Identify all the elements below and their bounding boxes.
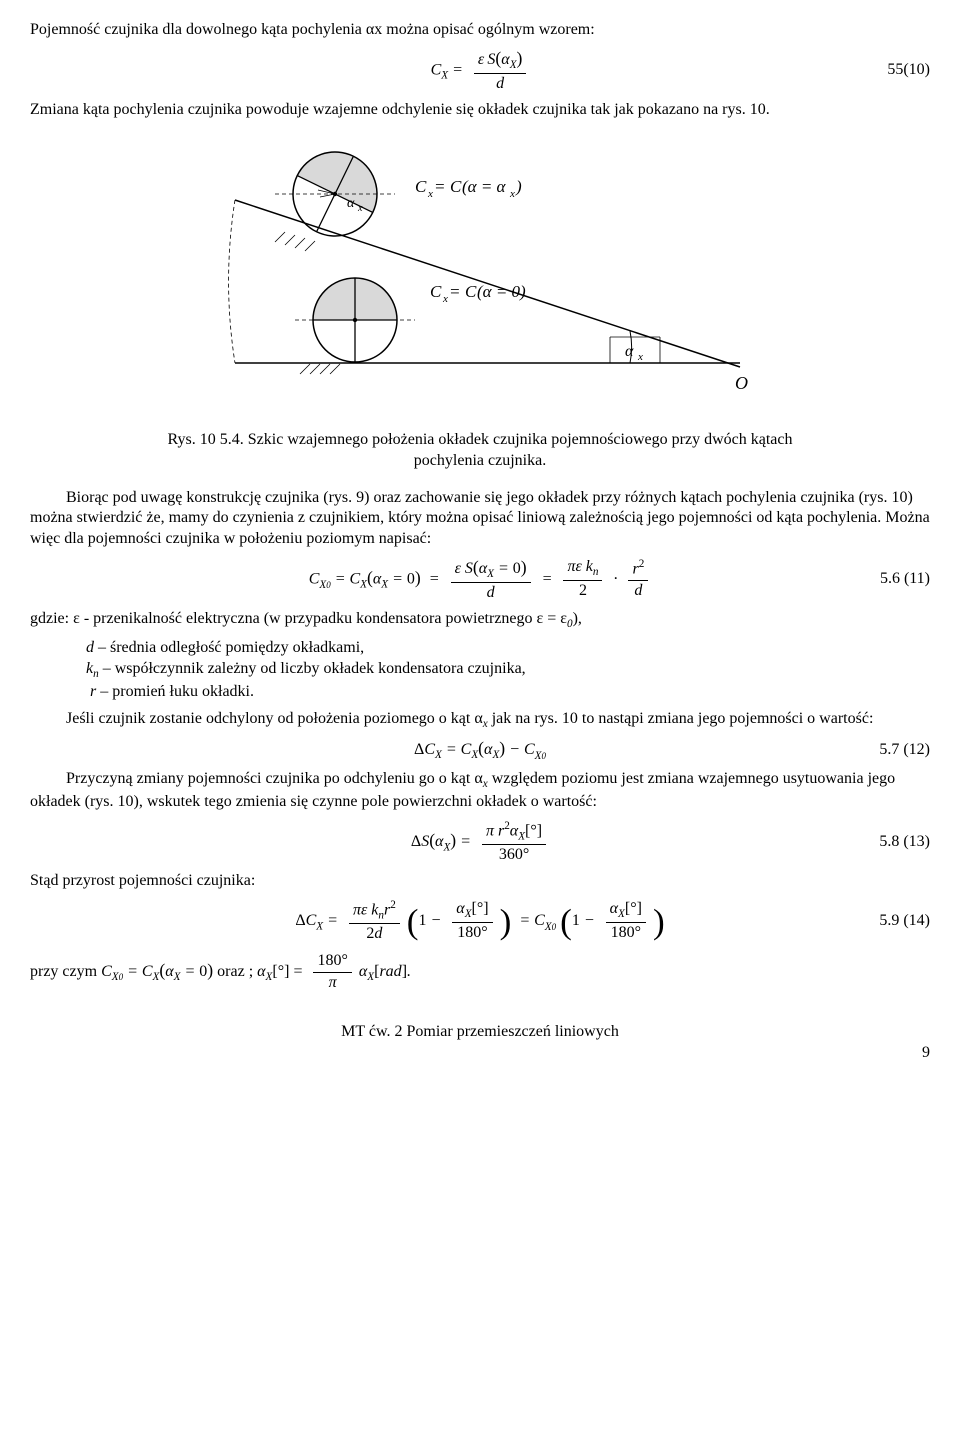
where-intro-text: gdzie: ε - przenikalność elektryczna (w … — [30, 610, 567, 627]
intro-text: Pojemność czujnika dla dowolnego kąta po… — [30, 20, 930, 41]
svg-text:x: x — [427, 188, 433, 200]
equation-number: 5.8 (13) — [879, 832, 930, 853]
svg-text:=: = — [434, 177, 445, 196]
equation-55-10: CX = ε S(αX) d 55(10) — [30, 47, 930, 95]
page-footer: MT ćw. 2 Pomiar przemieszczeń liniowych … — [30, 1022, 930, 1064]
svg-text:C: C — [465, 282, 477, 301]
para-5: Przyczyną zmiany pojemności czujnika po … — [30, 769, 930, 813]
equation-number: 55(10) — [887, 60, 930, 81]
svg-text:α: α — [625, 343, 634, 360]
para-7a: przy czym — [30, 963, 101, 980]
equation-57-12: ΔCX = CX(αX) − CX0 5.7 (12) — [30, 737, 930, 763]
svg-text:(α = 0): (α = 0) — [477, 282, 526, 301]
equation-number: 5.7 (12) — [879, 740, 930, 761]
equation-56-11: CX0 = CX(αX = 0) = ε S(αX = 0) d = πε kn… — [30, 556, 930, 604]
para-4a: Jeśli czujnik zostanie odchylony od poło… — [66, 710, 483, 727]
svg-text:=: = — [449, 282, 460, 301]
equation-number: 5.9 (14) — [879, 911, 930, 932]
svg-text:x: x — [509, 188, 515, 200]
equation-59-14: ΔCX = πε knr2 2d (1 − αX[°] 180° ) = CX0… — [30, 898, 930, 945]
figure-caption-line1: Rys. 10 5.4. Szkic wzajemnego położenia … — [168, 431, 793, 448]
para-2: Zmiana kąta pochylenia czujnika powoduje… — [30, 100, 930, 121]
footer-page-number: 9 — [922, 1044, 930, 1061]
where-list: d – średnia odległość pomiędzy okładkami… — [86, 638, 930, 702]
para-5a: Przyczyną zmiany pojemności czujnika po … — [66, 770, 483, 787]
svg-text:C: C — [450, 177, 462, 196]
svg-text:O: O — [735, 373, 748, 393]
svg-text:): ) — [515, 177, 522, 196]
svg-text:x: x — [637, 351, 643, 363]
svg-text:(α = α: (α = α — [462, 177, 507, 196]
footer-text: MT ćw. 2 Pomiar przemieszczeń liniowych — [30, 1022, 930, 1043]
equation-58-13: ΔS(αX) = π r2αX[°] 360° 5.8 (13) — [30, 819, 930, 866]
where-intro-end: ), — [573, 610, 582, 627]
svg-text:x: x — [442, 293, 448, 305]
para-7b: oraz ; — [217, 963, 257, 980]
svg-text:x: x — [357, 203, 363, 214]
para-4b: jak na rys. 10 to nastąpi zmiana jego po… — [488, 710, 874, 727]
equation-number: 5.6 (11) — [880, 569, 930, 590]
figure-caption: Rys. 10 5.4. Szkic wzajemnego położenia … — [30, 430, 930, 472]
svg-text:C: C — [415, 177, 427, 196]
para-4: Jeśli czujnik zostanie odchylony od poło… — [30, 709, 930, 732]
svg-text:α: α — [347, 196, 355, 211]
para-6: Stąd przyrost pojemności czujnika: — [30, 871, 930, 892]
where-intro: gdzie: ε - przenikalność elektryczna (w … — [30, 609, 930, 632]
figure-caption-line2: pochylenia czujnika. — [414, 452, 546, 469]
svg-text:C: C — [430, 282, 442, 301]
para-7: przy czym CX0 = CX(αX = 0) oraz ; αX[°] … — [30, 951, 930, 994]
figure-10: α x O α x — [30, 137, 930, 424]
para-3: Biorąc pod uwagę konstrukcję czujnika (r… — [30, 488, 930, 550]
